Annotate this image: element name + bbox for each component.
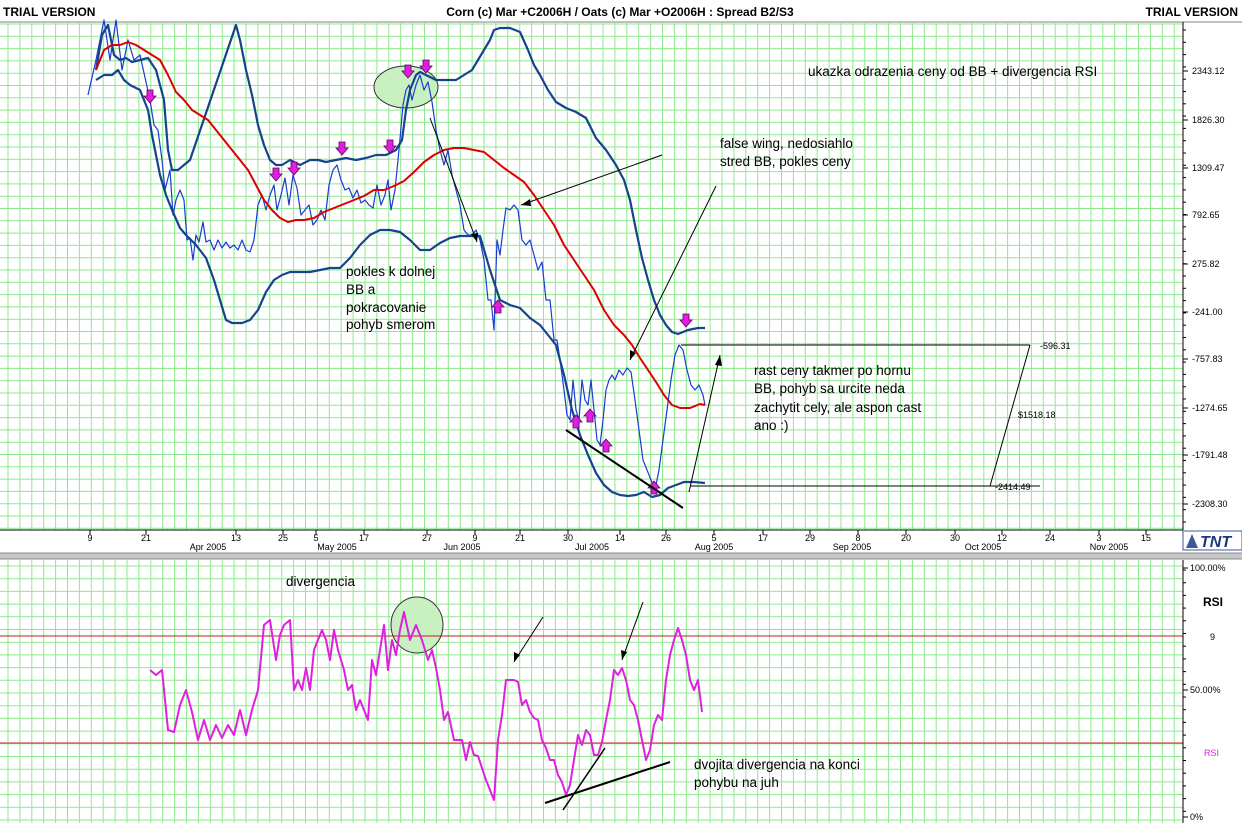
price-tick-label: -2308.30 <box>1192 499 1228 509</box>
rsi-value-readout: RSI <box>1204 748 1219 758</box>
note-upper-band-4: ano :) <box>754 418 789 433</box>
note-false-wing-2: stred BB, pokles ceny <box>720 154 851 169</box>
x-month-label: Nov 2005 <box>1090 542 1129 552</box>
note-top: ukazka odrazenia ceny od BB + divergenci… <box>808 64 1097 79</box>
price-grid <box>0 23 1183 530</box>
x-day-label: 21 <box>515 533 525 543</box>
price-tick-label: 275.82 <box>1192 259 1220 269</box>
sell-arrow-marker <box>143 89 157 104</box>
signal-markers <box>143 59 693 495</box>
x-day-label: 24 <box>1045 533 1055 543</box>
sell-arrow-marker <box>269 167 283 182</box>
x-day-label: 25 <box>278 533 288 543</box>
x-month-label: Jun 2005 <box>443 542 480 552</box>
rsi-panel-label: RSI <box>1203 595 1223 609</box>
x-day-label: 21 <box>141 533 151 543</box>
x-day-label: 17 <box>359 533 369 543</box>
buy-arrow-marker <box>491 299 505 314</box>
price-tick-label: 792.65 <box>1192 210 1220 220</box>
x-day-label: 5 <box>313 533 318 543</box>
x-day-label: 29 <box>805 533 815 543</box>
x-day-label: 20 <box>901 533 911 543</box>
date-x-axis: 9 21 13 25 5 17 27 9 21 30 14 26 5 17 29 8 20 30 12 24 3 15 Ap… <box>87 530 1151 552</box>
note-false-wing-1: false wing, nedosiahlo <box>720 136 853 151</box>
price-tick-label: -1791.48 <box>1192 450 1228 460</box>
sell-arrow-marker <box>401 64 415 79</box>
trial-badge-right: TRIAL VERSION <box>1146 5 1238 19</box>
sell-arrow-marker <box>679 313 693 328</box>
x-day-label: 27 <box>422 533 432 543</box>
x-day-label: 3 <box>1096 533 1101 543</box>
rsi-tick-label: 0% <box>1190 812 1203 822</box>
x-month-label: Aug 2005 <box>695 542 734 552</box>
buy-arrow-marker <box>583 408 597 423</box>
note-lower-band-3: pokracovanie <box>346 300 426 315</box>
price-tick-label: 1826.30 <box>1192 115 1225 125</box>
x-month-label: May 2005 <box>317 542 357 552</box>
x-day-label: 13 <box>231 533 241 543</box>
measure-top-label: -596.31 <box>1040 341 1071 351</box>
x-day-label: 9 <box>87 533 92 543</box>
rsi-y-axis: 100.00% 50.00% 0% 9 RSI RSI <box>1183 563 1226 822</box>
rsi-tick-label: 100.00% <box>1190 563 1226 573</box>
measure-bottom-label: -2414.49 <box>995 482 1031 492</box>
chart-title: Corn (c) Mar +C2006H / Oats (c) Mar +O20… <box>446 5 794 19</box>
x-day-label: 30 <box>950 533 960 543</box>
sell-arrow-marker <box>287 161 301 176</box>
x-day-label: 26 <box>661 533 671 543</box>
rsi-level-marker: 9 <box>1210 632 1215 642</box>
note-upper-band-3: zachytit cely, ale aspon cast <box>754 400 921 415</box>
x-day-label: 30 <box>563 533 573 543</box>
buy-arrow-marker <box>599 438 613 453</box>
x-day-label: 8 <box>855 533 860 543</box>
note-double-divergence-2: pohybu na juh <box>694 775 779 790</box>
x-day-label: 12 <box>997 533 1007 543</box>
note-upper-band-2: BB, pohyb sa urcite neda <box>754 381 905 396</box>
note-double-divergence-1: dvojita divergencia na konci <box>694 757 860 772</box>
note-lower-band-2: BB a <box>346 282 376 297</box>
rsi-lines <box>149 611 703 801</box>
sell-arrow-marker <box>335 141 349 156</box>
rsi-grid <box>0 560 1183 823</box>
price-tick-label: -1274.65 <box>1192 403 1228 413</box>
sell-arrow-marker <box>419 59 433 74</box>
note-rsi-divergence: divergencia <box>286 574 356 589</box>
note-lower-band-4: pohyb smerom <box>346 317 435 332</box>
x-month-label: Sep 2005 <box>833 542 872 552</box>
x-day-label: 17 <box>758 533 768 543</box>
series-price <box>87 19 706 491</box>
trial-badge-left: TRIAL VERSION <box>3 5 95 19</box>
x-day-label: 14 <box>615 533 625 543</box>
x-day-label: 5 <box>711 533 716 543</box>
annotation-lines <box>429 117 1040 811</box>
note-lower-band-1: pokles k dolnej <box>346 264 435 279</box>
price-tick-label: -757.83 <box>1192 354 1223 364</box>
x-day-label: 9 <box>472 533 477 543</box>
tnt-logo: TNT <box>1182 530 1242 551</box>
x-month-label: Oct 2005 <box>965 542 1002 552</box>
title-bar <box>0 0 1242 22</box>
annotation-arrowheads <box>471 199 722 662</box>
series-rsi <box>149 611 703 801</box>
x-month-label: Jul 2005 <box>575 542 609 552</box>
price-lines <box>87 19 706 499</box>
price-y-axis: 2343.12 1826.30 1309.47 792.65 275.82 -241.00… <box>1183 29 1228 523</box>
price-tick-label: -241.00 <box>1192 307 1223 317</box>
series-upper-band <box>94 23 705 336</box>
series-middle-band <box>95 41 706 409</box>
price-tick-label: 1309.47 <box>1192 163 1225 173</box>
series-lower-band <box>95 68 706 499</box>
x-day-label: 15 <box>1141 533 1151 543</box>
tnt-logo-text: TNT <box>1200 534 1232 551</box>
x-month-label: Apr 2005 <box>190 542 227 552</box>
buy-arrow-marker <box>569 414 583 429</box>
measure-size-label: $1518.18 <box>1018 410 1056 420</box>
rsi-tick-label: 50.00% <box>1190 685 1221 695</box>
note-upper-band-1: rast ceny takmer po hornu <box>754 363 911 378</box>
price-tick-label: 2343.12 <box>1192 66 1225 76</box>
sell-arrow-marker <box>383 139 397 154</box>
